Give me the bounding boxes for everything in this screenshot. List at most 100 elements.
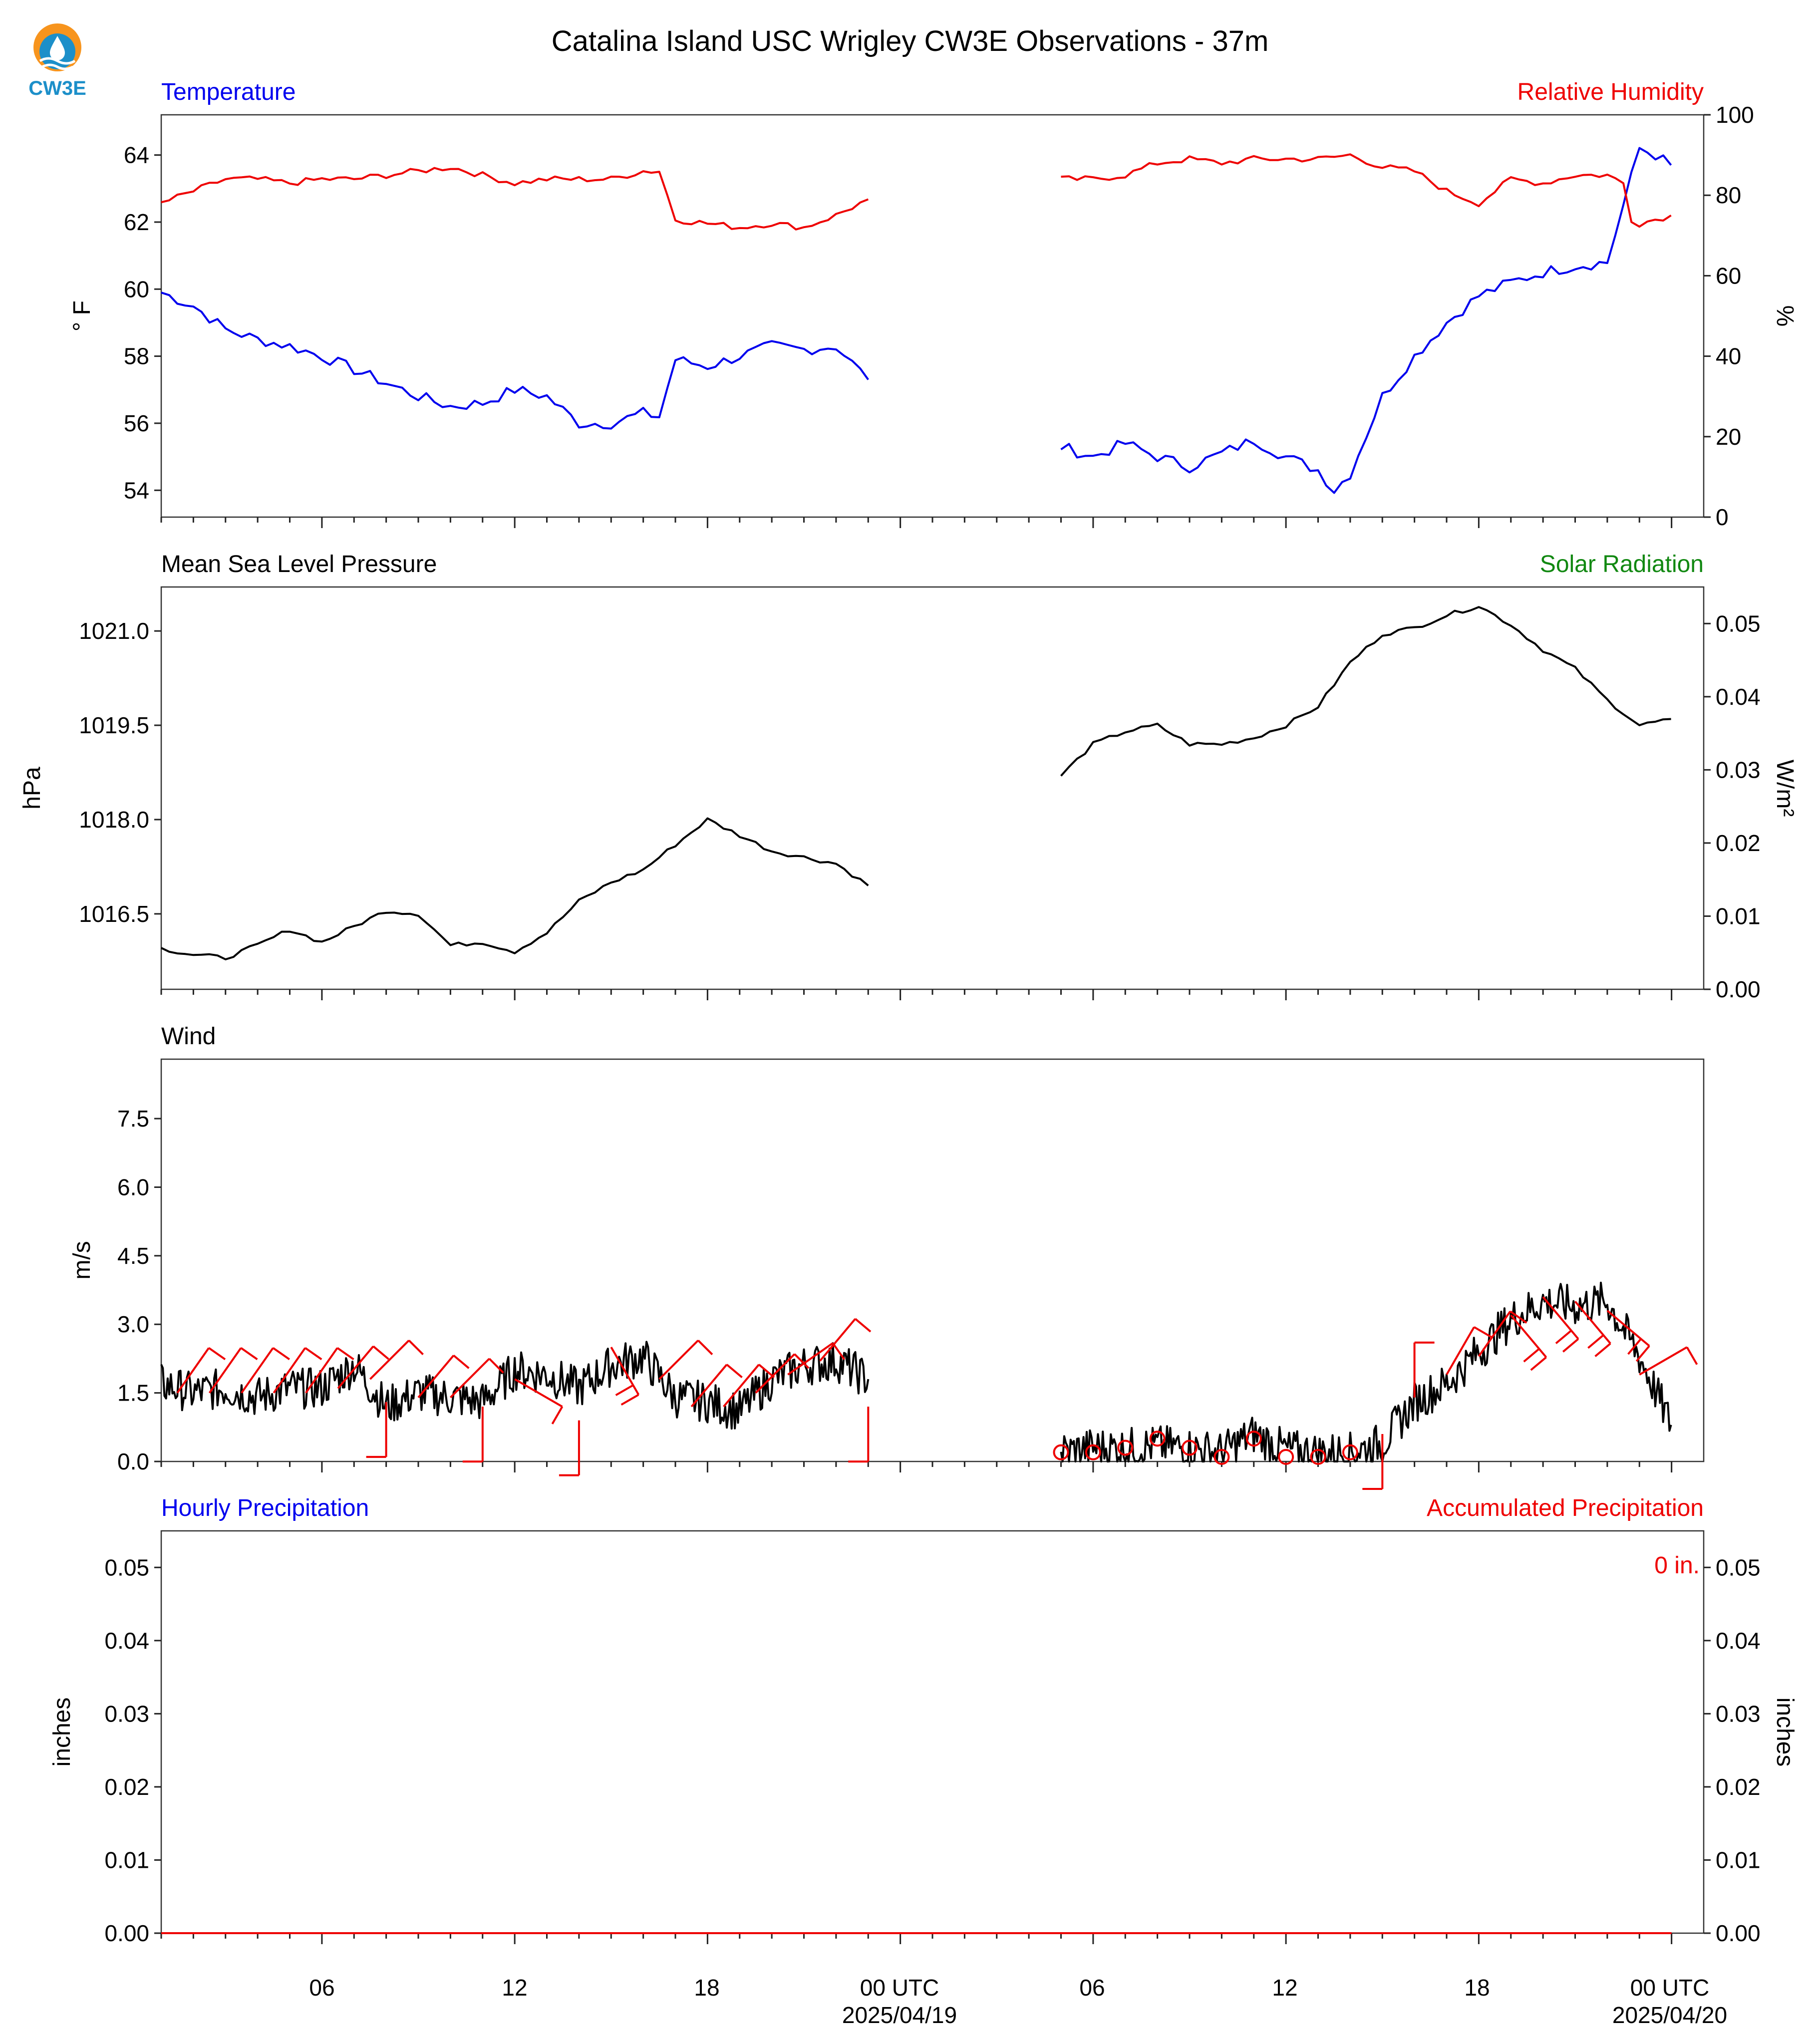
- wind-barb: [1639, 1346, 1698, 1376]
- plot-frame: [160, 586, 1705, 990]
- wind-barb: [208, 1347, 258, 1394]
- wind-barb: [1542, 1296, 1579, 1353]
- cw3e-logo-icon: [33, 23, 81, 71]
- y-tick-label-left: 6.0: [117, 1174, 149, 1200]
- panel-title-left: Wind: [161, 1023, 216, 1050]
- wind-barb: [787, 1342, 846, 1376]
- y-axis-label-left: inches: [49, 1698, 75, 1767]
- y-tick-label-right: 0.01: [1716, 903, 1761, 929]
- panel-title-left: Temperature: [161, 79, 296, 105]
- figure-title: Catalina Island USC Wrigley CW3E Observa…: [552, 25, 1269, 57]
- wind-barb: [1446, 1326, 1492, 1375]
- y-tick-label-left: 0.0: [117, 1449, 149, 1474]
- wind-speed-line: [1060, 1281, 1672, 1462]
- wind-barb: [559, 1420, 580, 1476]
- y-tick-label-right: 20: [1716, 424, 1741, 450]
- x-tick-label: 18: [1464, 1975, 1490, 2001]
- cw3e-logo: CW3E: [28, 23, 86, 99]
- wind-barb: [1510, 1314, 1547, 1371]
- panel-wind: 0.0 1.5 3.0 4.5 6.0 7.5 Wind m/s: [69, 1023, 1705, 1490]
- x-tick-label: 00 UTC: [1630, 1975, 1709, 2001]
- y-tick-label-right: 0.03: [1716, 1701, 1761, 1727]
- wind-barb-calm: [1310, 1449, 1326, 1465]
- wind-barb: [449, 1358, 504, 1399]
- wind-barb: [755, 1353, 810, 1394]
- wind-barb: [1362, 1434, 1384, 1490]
- wind-barb-calm: [1182, 1440, 1198, 1456]
- wind-barb-calm: [1117, 1440, 1134, 1456]
- temperature-line: [1060, 147, 1672, 494]
- y-tick-label-right: 60: [1716, 263, 1741, 289]
- y-tick-label-left: 0.05: [104, 1554, 149, 1580]
- accum-precip-annotation: 0 in.: [1654, 1552, 1700, 1579]
- y-tick-label-right: 0.02: [1716, 830, 1761, 856]
- wind-barb: [305, 1347, 354, 1394]
- x-tick-label: 18: [694, 1975, 719, 2001]
- wind-barb: [1413, 1341, 1435, 1398]
- date-label: 2025/04/20: [1612, 2002, 1727, 2028]
- wind-barb: [658, 1339, 713, 1380]
- wind-barb-calm: [1085, 1444, 1101, 1460]
- y-tick-label-left: 0.00: [104, 1920, 149, 1946]
- panel-title-right: Accumulated Precipitation: [1427, 1495, 1704, 1521]
- x-tick-label: 00 UTC: [860, 1975, 939, 2001]
- y-tick-label-left: 54: [124, 477, 149, 503]
- panel-precipitation: 0.00 0.01 0.02 0.03 0.04 0.05 0.00 0.01 0.02 0.03…: [49, 1495, 1798, 1946]
- y-tick-label-right: 0.05: [1716, 1554, 1761, 1580]
- wind-barb: [848, 1407, 870, 1463]
- wind-barb: [514, 1378, 564, 1425]
- y-tick-label-right: 0: [1716, 504, 1729, 530]
- y-tick-label-right: 40: [1716, 343, 1741, 369]
- pressure-line: [1060, 606, 1671, 777]
- y-tick-label-left: 64: [124, 142, 149, 168]
- wind-barb-calm: [1053, 1444, 1069, 1460]
- y-tick-label-left: 1018.0: [79, 807, 149, 833]
- x-tick-label: 12: [502, 1975, 527, 2001]
- wind-barb: [690, 1364, 743, 1408]
- y-axis-label-right: %: [1772, 305, 1798, 327]
- panel-title-left: Hourly Precipitation: [161, 1495, 369, 1521]
- wind-barb: [1574, 1301, 1611, 1357]
- logo-text: CW3E: [28, 77, 86, 99]
- y-axis-label-left: m/s: [69, 1241, 95, 1279]
- y-tick-label-right: 0.00: [1716, 976, 1761, 1002]
- y-tick-label-right: 0.05: [1716, 610, 1761, 636]
- wind-barb: [610, 1347, 640, 1406]
- date-label: 2025/04/19: [842, 2002, 957, 2028]
- x-tick-label: 12: [1272, 1975, 1297, 2001]
- y-tick-label-right: 0.01: [1716, 1847, 1761, 1873]
- y-tick-label-left: 1.5: [117, 1380, 149, 1406]
- y-tick-label-left: 4.5: [117, 1243, 149, 1269]
- y-axis-label-right: inches: [1772, 1698, 1798, 1767]
- wind-barb: [723, 1364, 775, 1408]
- y-tick-label-left: 1019.5: [79, 712, 149, 738]
- y-tick-label-left: 56: [124, 410, 149, 436]
- panel-title-right: Relative Humidity: [1517, 79, 1704, 105]
- y-tick-label-right: 100: [1716, 102, 1754, 128]
- y-tick-label-left: 60: [124, 276, 149, 302]
- wind-barb: [819, 1318, 872, 1362]
- wind-barb-calm: [1278, 1449, 1294, 1465]
- panel-pressure-solar: 1016.5 1018.0 1019.5 1021.0 0.00 0.01 0.02 0.03…: [19, 551, 1798, 1002]
- y-tick-label-right: 0.04: [1716, 1628, 1761, 1654]
- wind-barb: [176, 1347, 226, 1394]
- y-tick-label-right: 0.03: [1716, 757, 1761, 783]
- y-tick-label-left: 0.01: [104, 1847, 149, 1873]
- humidity-line: [161, 167, 869, 231]
- wind-barb: [337, 1345, 389, 1389]
- wind-speed-line: [160, 1341, 870, 1430]
- y-tick-label-left: 0.04: [104, 1628, 149, 1654]
- panel-title-right: Solar Radiation: [1540, 551, 1704, 578]
- wind-barb: [1606, 1310, 1650, 1362]
- y-tick-label-left: 1021.0: [79, 618, 149, 644]
- y-tick-label-right: 0.02: [1716, 1774, 1761, 1800]
- wind-barb: [366, 1402, 387, 1458]
- wind-barb: [369, 1339, 424, 1380]
- wind-barb: [241, 1347, 290, 1394]
- y-tick-label-left: 58: [124, 343, 149, 369]
- temperature-line: [161, 291, 869, 430]
- wind-barb: [462, 1407, 484, 1463]
- wind-barb-calm: [1245, 1431, 1262, 1447]
- y-tick-label-right: 0.04: [1716, 684, 1761, 710]
